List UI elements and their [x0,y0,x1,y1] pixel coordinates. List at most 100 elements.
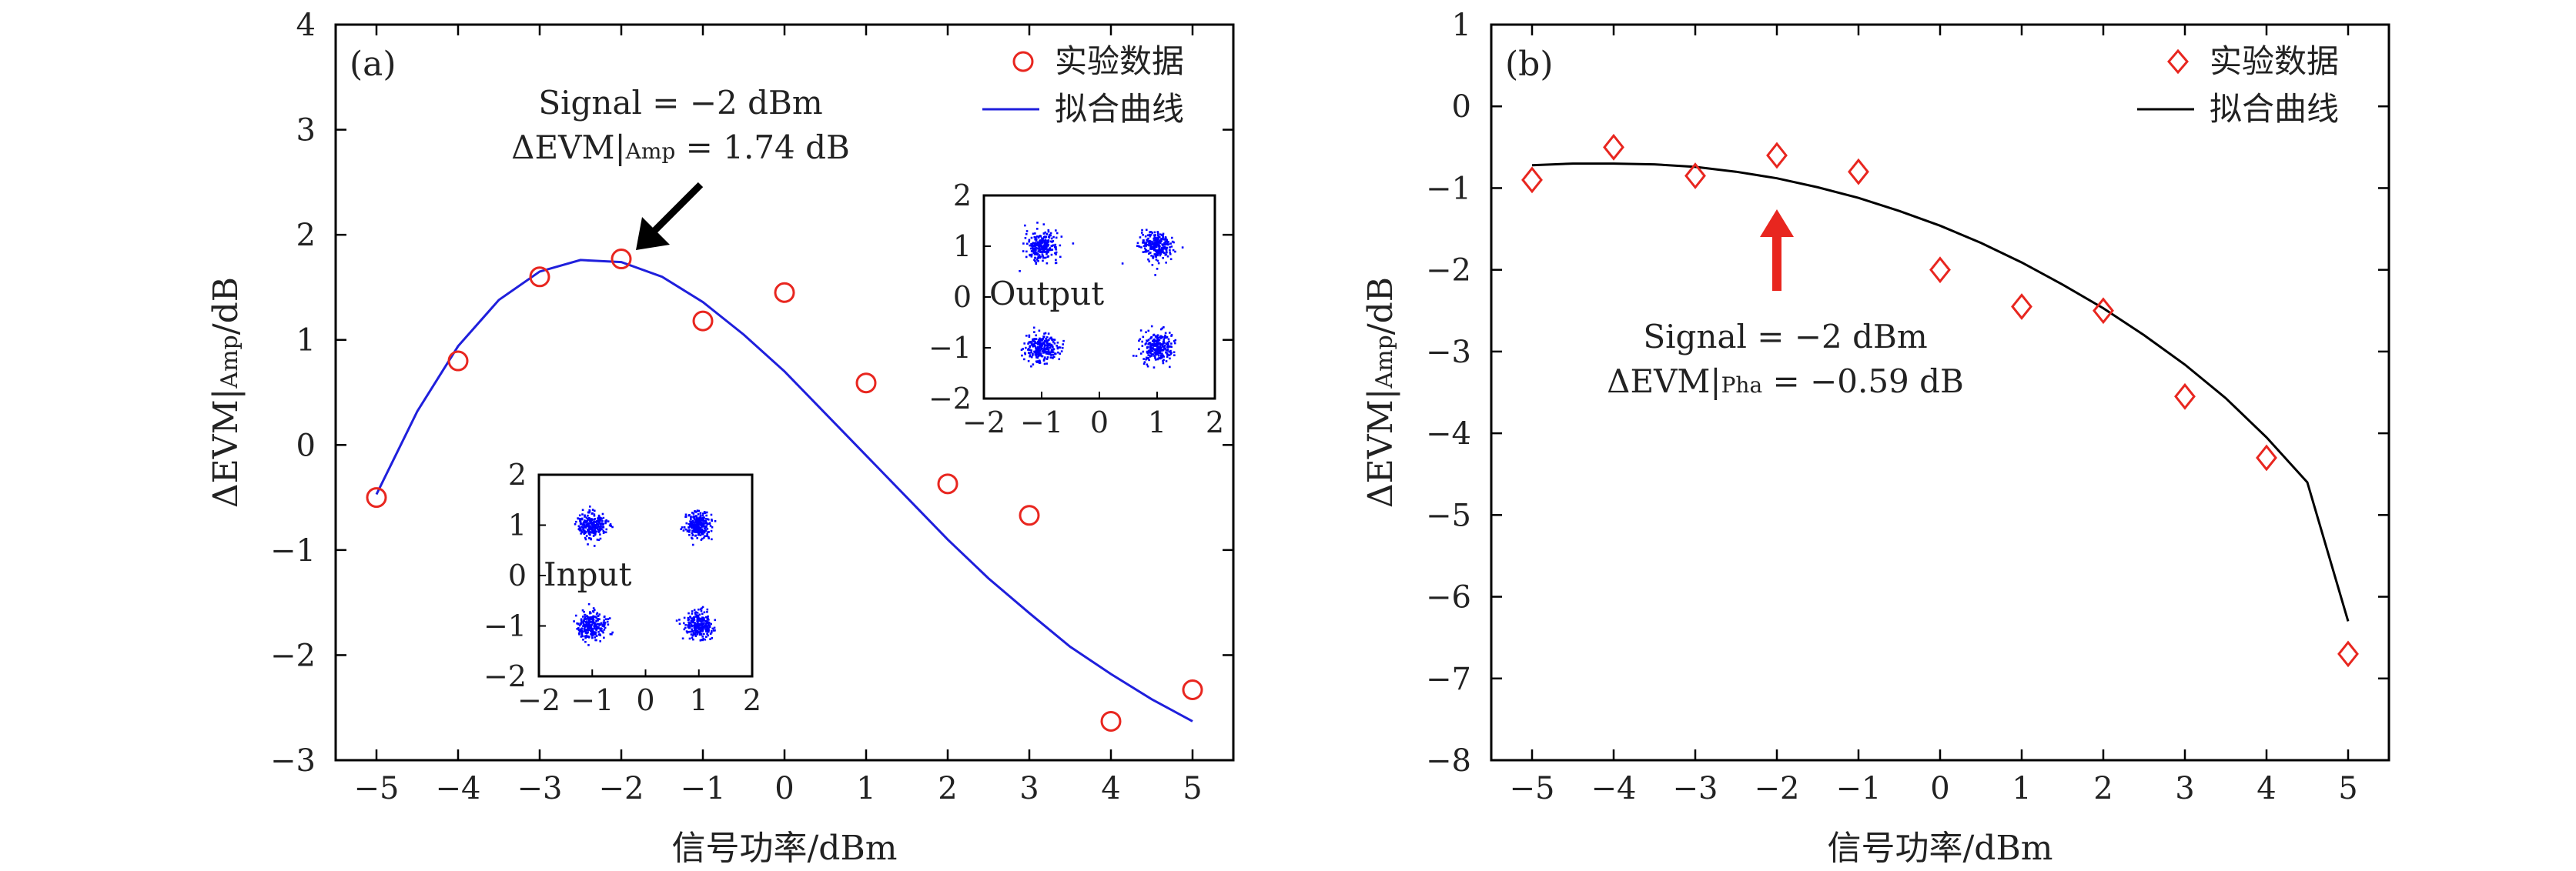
constellation-dot [604,618,607,621]
constellation-dot [588,636,590,638]
constellation-dot [600,525,602,527]
constellation-dot [603,623,606,626]
constellation-dot [592,622,595,625]
constellation-dot [601,518,603,520]
constellation-dot [1042,255,1044,258]
constellation-dot [708,626,711,629]
constellation-dot [706,611,708,613]
constellation-dot [1036,257,1039,259]
data-point [529,266,550,288]
constellation-dot [1032,232,1035,235]
constellation-dot [698,521,701,523]
constellation-dot [1035,261,1037,264]
constellation-dot [580,526,583,528]
constellation-dot [592,632,595,635]
constellation-dot [701,525,704,528]
x-tick-label: 4 [2257,771,2276,806]
constellation-dot [608,617,611,619]
constellation-dot [701,624,704,627]
x-tick-label: −1 [681,771,726,806]
constellation-dot [588,519,591,522]
constellation-dot [601,630,604,632]
constellation-dot [708,627,710,629]
constellation-dot [694,635,698,638]
constellation-dot [701,628,704,630]
constellation-dot [1047,229,1050,232]
constellation-dot [1147,249,1149,252]
data-point [1929,256,1951,284]
x-tick-label: −5 [1510,771,1555,806]
constellation-dot [587,644,590,646]
constellation-dot [694,510,696,512]
constellation-dot [1043,251,1046,253]
constellation-dot [587,511,590,514]
constellation-dot [574,520,577,523]
constellation-dot [1165,261,1167,264]
constellation-dot [1022,348,1024,350]
constellation-dot [584,640,587,643]
constellation-dot [1034,256,1037,259]
constellation-dot [1170,345,1173,349]
constellation-dot [1030,236,1033,239]
constellation-dot [601,526,604,529]
constellation-dot [1145,356,1148,359]
constellation-dot [1153,355,1156,358]
constellation-dot [697,513,700,516]
constellation-dot [699,516,702,518]
constellation-dot [1043,357,1046,360]
constellation-dot [1140,246,1142,249]
constellation-dot [690,619,693,622]
constellation-dot [1163,242,1166,245]
constellation-dot [1045,232,1049,235]
constellation-dot [695,516,698,518]
constellation-dot [694,625,697,628]
constellation-dot [1166,246,1169,249]
constellation-dot [693,528,695,531]
constellation-dot [1030,343,1033,346]
constellation-dot [587,621,590,624]
constellation-dot [1166,343,1169,346]
constellation-dot [597,631,600,633]
constellation-dot [1172,249,1175,252]
constellation-dot [1035,354,1038,357]
constellation-dot [593,545,596,547]
constellation-dot [594,628,597,630]
constellation-dot [1050,253,1053,256]
constellation-dot [1053,339,1056,341]
constellation-dot [1153,342,1156,345]
data-point [447,350,469,372]
constellation-dot [1051,249,1054,251]
constellation-dot [1156,349,1159,351]
constellation-dot [1138,348,1140,351]
constellation-dot [590,628,594,631]
constellation-dot [1033,331,1035,333]
constellation-dot [1158,246,1160,249]
constellation-dot [1159,242,1162,245]
constellation-dot [1165,351,1167,354]
inset-y-tick-label: −1 [483,609,527,643]
constellation-dot [691,537,694,540]
constellation-dot [599,634,602,636]
constellation-dot [697,523,700,526]
constellation-dot [603,616,606,619]
constellation-dot [694,623,698,626]
constellation-dot [1156,236,1159,239]
constellation-dot [1169,246,1171,249]
constellation-dot [1166,352,1169,355]
constellation-dot [689,523,691,526]
constellation-dot [585,531,587,533]
inset-x-tick-label: −2 [517,683,560,717]
y-tick-label: −1 [270,533,316,569]
constellation-dot [1160,335,1163,338]
constellation-dot [1165,248,1167,250]
constellation-dot [1052,235,1055,239]
constellation-dot [1155,340,1158,342]
constellation-dot [1054,243,1057,246]
constellation-dot [1045,362,1048,365]
constellation-dot [678,622,681,626]
constellation-dot [1155,255,1157,258]
constellation-dot [701,532,704,536]
constellation-dot [1153,242,1155,245]
constellation-dot [591,631,594,633]
constellation-dot [1038,329,1041,332]
